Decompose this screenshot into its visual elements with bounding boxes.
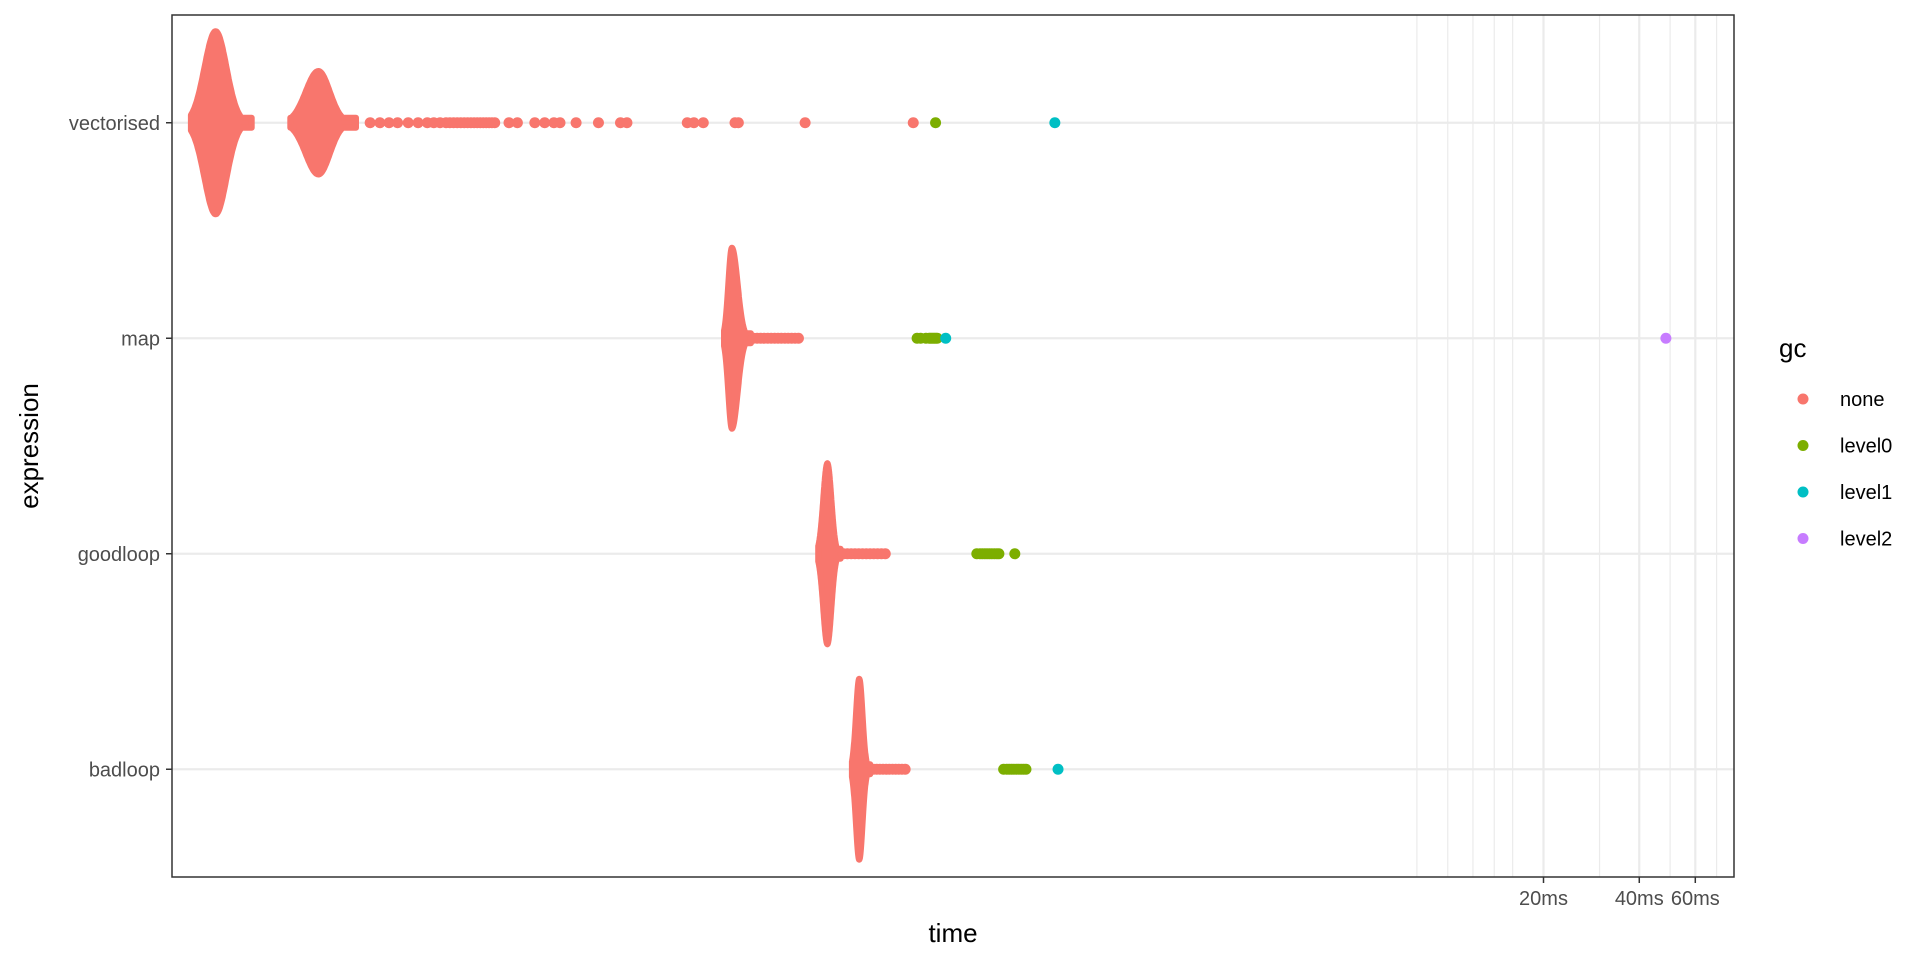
swarm-goodloop — [815, 460, 844, 648]
point-none — [799, 117, 811, 129]
legend-title: gc — [1779, 333, 1806, 363]
point-level0 — [930, 117, 942, 129]
point-level2 — [1660, 332, 1672, 344]
point-level1 — [1052, 763, 1064, 775]
point-none — [503, 117, 515, 129]
point-none — [688, 117, 700, 129]
y-tick-label: vectorised — [69, 113, 160, 135]
point-none — [529, 117, 541, 129]
plot-background — [172, 15, 1734, 877]
point-none — [570, 117, 582, 129]
y-tick-label: badloop — [89, 759, 160, 781]
point-none — [732, 117, 744, 129]
distribution-layer — [187, 28, 874, 863]
x-tick-label: 40ms — [1615, 888, 1664, 910]
point-none — [511, 117, 523, 129]
swarm-vectorised — [187, 28, 255, 218]
plot-panel-border — [171, 14, 1735, 878]
point-none — [697, 117, 709, 129]
points-layer — [364, 117, 1672, 775]
point-level0 — [931, 332, 943, 344]
legend-key-level1 — [1797, 486, 1809, 498]
point-level0 — [1020, 763, 1032, 775]
point-none — [402, 117, 414, 129]
point-none — [907, 117, 919, 129]
point-none — [879, 548, 891, 560]
point-none — [621, 117, 633, 129]
y-axis: vectorised map goodloop badloop — [69, 113, 172, 781]
y-axis-title: expression — [14, 383, 44, 509]
legend-key-level2 — [1797, 533, 1809, 544]
point-none — [899, 763, 911, 775]
legend-label-none: none — [1840, 389, 1885, 411]
point-level1 — [1049, 117, 1061, 129]
legend: gc none level0 level1 level2 — [1779, 333, 1892, 551]
x-tick-label: 60ms — [1671, 888, 1720, 910]
point-none — [412, 117, 424, 129]
x-axis: 20ms 40ms 60ms — [1519, 877, 1720, 910]
point-level0 — [1009, 548, 1021, 560]
point-none — [592, 117, 604, 129]
point-none — [392, 117, 404, 129]
point-level0 — [993, 548, 1005, 560]
legend-key-none — [1797, 393, 1809, 405]
grid — [172, 15, 1734, 877]
legend-key-level0 — [1797, 440, 1809, 451]
point-none — [383, 117, 395, 129]
x-tick-label: 20ms — [1519, 888, 1568, 910]
legend-label-level2: level2 — [1840, 529, 1892, 551]
point-none — [792, 332, 804, 344]
y-tick-label: goodloop — [78, 544, 160, 566]
point-none — [539, 117, 551, 129]
swarm-badloop — [848, 675, 874, 863]
x-axis-title: time — [928, 918, 977, 948]
swarm-map — [721, 244, 754, 432]
point-none — [554, 117, 566, 129]
point-none — [489, 117, 501, 129]
point-none — [364, 117, 376, 129]
point-level1 — [940, 332, 952, 344]
legend-label-level1: level1 — [1840, 482, 1892, 504]
y-tick-label: map — [121, 328, 160, 350]
swarm-vectorised — [287, 68, 359, 178]
legend-label-level0: level0 — [1840, 436, 1892, 458]
point-none — [374, 117, 386, 129]
